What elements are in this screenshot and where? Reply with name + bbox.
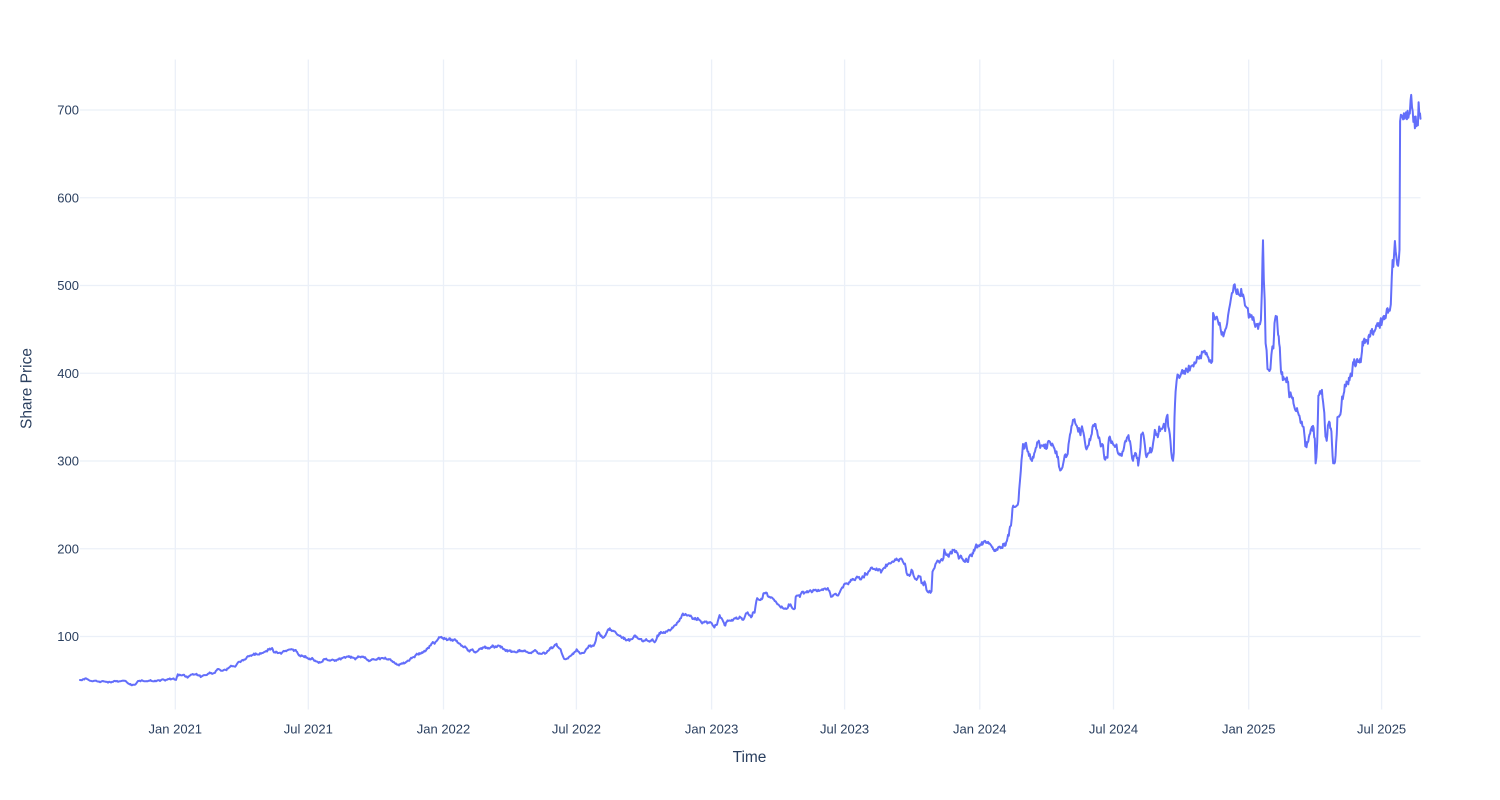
svg-text:100: 100 — [57, 629, 79, 644]
svg-text:Jan 2021: Jan 2021 — [149, 722, 203, 737]
svg-text:500: 500 — [57, 278, 79, 293]
svg-text:700: 700 — [57, 103, 79, 118]
svg-text:Jan 2022: Jan 2022 — [417, 722, 471, 737]
svg-text:300: 300 — [57, 454, 79, 469]
svg-text:400: 400 — [57, 366, 79, 381]
svg-text:Jul 2024: Jul 2024 — [1089, 722, 1138, 737]
svg-text:Jul 2022: Jul 2022 — [552, 722, 601, 737]
svg-text:Jul 2025: Jul 2025 — [1357, 722, 1406, 737]
svg-text:Jul 2021: Jul 2021 — [284, 722, 333, 737]
svg-text:200: 200 — [57, 541, 79, 556]
svg-text:Jan 2024: Jan 2024 — [953, 722, 1007, 737]
svg-text:Jan 2025: Jan 2025 — [1222, 722, 1276, 737]
svg-text:Share Price: Share Price — [19, 348, 36, 429]
svg-text:600: 600 — [57, 190, 79, 205]
svg-text:Jul 2023: Jul 2023 — [820, 722, 869, 737]
svg-text:Time: Time — [733, 749, 767, 766]
svg-text:Jan 2023: Jan 2023 — [685, 722, 739, 737]
